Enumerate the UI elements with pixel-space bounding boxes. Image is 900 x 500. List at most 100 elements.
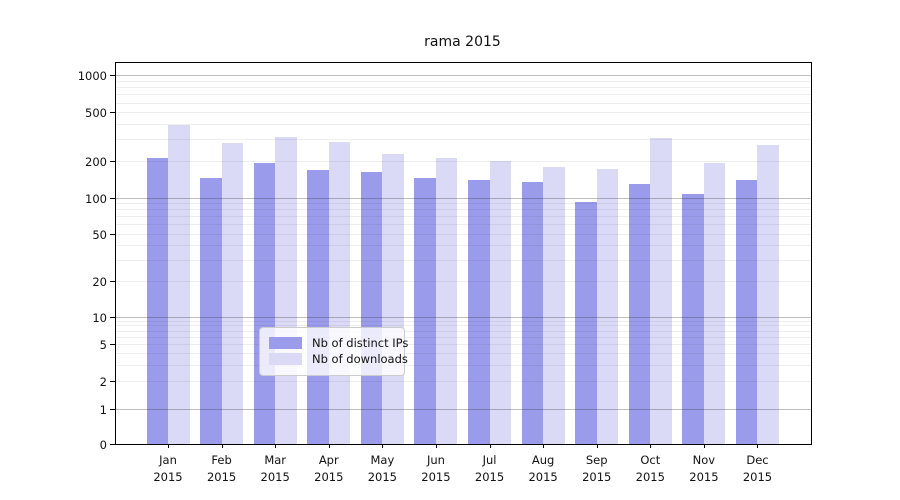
legend-label-downloads: Nb of downloads: [312, 352, 408, 366]
y-tick-mark: [110, 233, 115, 235]
y-tick-label: 20: [92, 274, 107, 289]
gridline: [116, 112, 811, 114]
y-tick-label: 500: [85, 106, 107, 121]
bar-distinct-ips-aug: [521, 181, 544, 444]
y-tick-mark: [110, 444, 115, 446]
x-tick-mark: [275, 444, 277, 448]
bar-downloads-oct: [650, 138, 672, 444]
x-tick-mark: [489, 444, 491, 448]
x-tick-mark: [435, 444, 437, 448]
x-tick-mark: [757, 444, 759, 448]
bar-distinct-ips-nov: [682, 193, 704, 444]
gridline: [116, 161, 811, 163]
x-tick-label: May 2015: [367, 453, 397, 484]
y-tick-label: 2: [99, 375, 107, 390]
gridline: [116, 280, 811, 282]
legend-item-downloads: Nb of downloads: [269, 352, 408, 366]
x-tick-label: Oct 2015: [635, 453, 665, 484]
bar-downloads-jun: [435, 157, 458, 444]
bar-downloads-jan: [168, 124, 190, 444]
chart-title: rama 2015: [424, 34, 501, 50]
bar-distinct-ips-dec: [735, 179, 758, 444]
x-tick-label: Mar 2015: [260, 453, 290, 484]
x-tick-label: Sep 2015: [582, 453, 612, 484]
gridline: [116, 124, 811, 126]
bar-downloads-dec: [757, 144, 779, 444]
bar-downloads-nov: [703, 162, 726, 444]
bar-downloads-sep: [596, 168, 619, 444]
x-tick-mark: [221, 444, 223, 448]
x-tick-mark: [168, 444, 169, 448]
legend-swatch-distinct-ips: [269, 337, 302, 349]
y-tick-mark: [110, 280, 115, 282]
gridline: [116, 320, 811, 322]
bar-downloads-mar: [275, 136, 297, 444]
y-tick-label: 0: [99, 438, 107, 453]
gridline: [116, 353, 811, 355]
legend-label-distinct-ips: Nb of distinct IPs: [312, 336, 409, 350]
gridline: [116, 80, 811, 82]
bar-downloads-jul: [489, 160, 512, 444]
gridline: [116, 94, 811, 96]
bar-distinct-ips-jan: [146, 158, 168, 444]
gridline: [116, 316, 811, 318]
y-tick-label: 200: [85, 155, 107, 170]
bar-distinct-ips-feb: [200, 178, 222, 444]
y-tick-mark: [110, 316, 115, 318]
y-tick-label: 50: [92, 227, 107, 242]
x-tick-label: Aug 2015: [528, 453, 558, 484]
y-tick-mark: [110, 112, 115, 114]
bar-downloads-feb: [221, 143, 244, 444]
gridline: [116, 209, 811, 211]
legend-item-distinct-ips: Nb of distinct IPs: [269, 336, 408, 350]
gridline: [116, 325, 811, 327]
legend: Nb of distinct IPs Nb of downloads: [259, 327, 408, 376]
gridline: [116, 87, 811, 89]
bar-distinct-ips-jul: [468, 180, 490, 444]
plot-area: 0 1 2 5 10 20 50 100 200 500 1000 Jan 2015 Feb 2015 Mar…: [78, 62, 812, 484]
y-tick-mark: [110, 344, 115, 346]
gridline: [116, 381, 811, 383]
y-tick-mark: [110, 409, 115, 411]
x-tick-mark: [328, 444, 330, 448]
bar-distinct-ips-mar: [253, 163, 276, 444]
gridline: [116, 259, 811, 261]
y-tick-mark: [110, 75, 115, 77]
x-tick-mark: [543, 444, 545, 448]
y-tick-mark: [110, 198, 115, 199]
bar-distinct-ips-apr: [307, 169, 329, 444]
gridline: [116, 245, 811, 247]
bar-distinct-ips-may: [360, 172, 383, 444]
x-tick-mark: [596, 444, 598, 448]
gridline: [116, 365, 811, 367]
x-tick-label: Feb 2015: [206, 453, 237, 484]
y-tick-label: 10: [92, 310, 107, 325]
x-tick-label: Dec 2015: [742, 453, 773, 484]
bar-distinct-ips-jun: [414, 178, 436, 444]
bar-distinct-ips-oct: [628, 183, 651, 444]
bar-downloads-apr: [328, 142, 351, 444]
bar-distinct-ips-sep: [575, 201, 597, 444]
gridline: [116, 224, 811, 226]
gridline: [116, 216, 811, 218]
bar-downloads-aug: [543, 166, 565, 444]
y-tick-mark: [110, 381, 115, 383]
x-tick-mark: [382, 444, 384, 448]
y-tick-label: 5: [99, 338, 107, 353]
gridline: [116, 102, 811, 104]
y-tick-label: 1000: [77, 69, 107, 84]
gridline: [116, 409, 811, 411]
gridline: [116, 203, 811, 205]
x-tick-mark: [650, 444, 652, 448]
legend-swatch-downloads: [269, 353, 302, 365]
x-tick-label: Jan 2015: [153, 453, 183, 484]
y-tick-label: 100: [85, 192, 107, 206]
x-tick-label: Jun 2015: [421, 453, 451, 484]
gridline: [116, 344, 811, 346]
x-tick-label: Nov 2015: [689, 453, 719, 484]
y-tick-mark: [110, 161, 115, 163]
gridline: [116, 330, 811, 332]
x-tick-label: Jul 2015: [474, 453, 505, 484]
x-tick-label: Apr 2015: [314, 453, 344, 484]
